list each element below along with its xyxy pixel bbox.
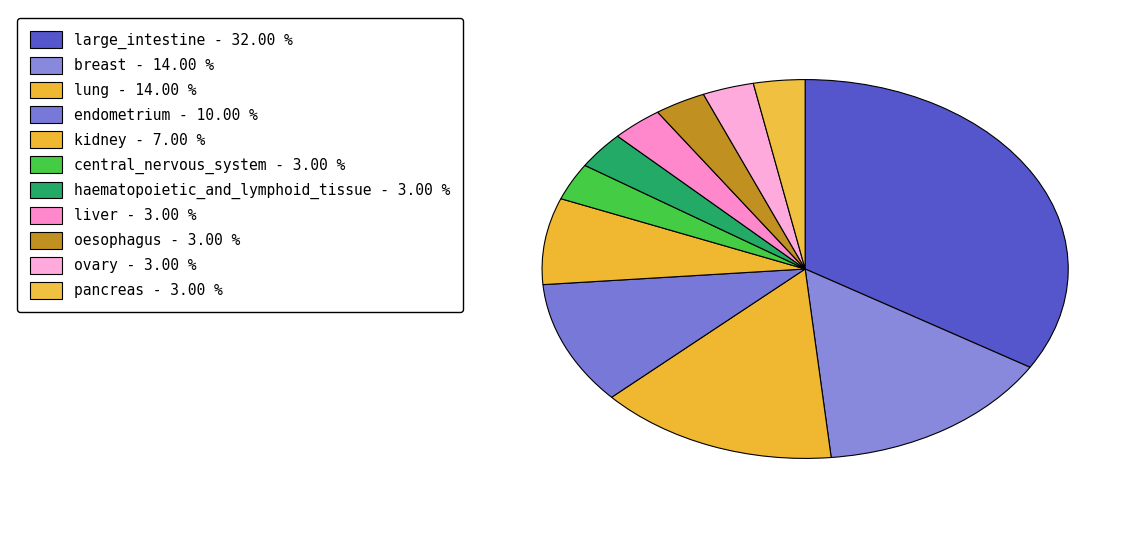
Wedge shape [658, 94, 805, 269]
Wedge shape [611, 269, 831, 458]
Wedge shape [561, 165, 805, 269]
Wedge shape [753, 80, 805, 269]
Wedge shape [542, 199, 805, 285]
Wedge shape [618, 112, 805, 269]
Wedge shape [703, 83, 805, 269]
Wedge shape [805, 269, 1030, 457]
Wedge shape [805, 80, 1068, 367]
Wedge shape [543, 269, 805, 397]
Legend: large_intestine - 32.00 %, breast - 14.00 %, lung - 14.00 %, endometrium - 10.00: large_intestine - 32.00 %, breast - 14.0… [17, 18, 463, 312]
Wedge shape [585, 136, 805, 269]
